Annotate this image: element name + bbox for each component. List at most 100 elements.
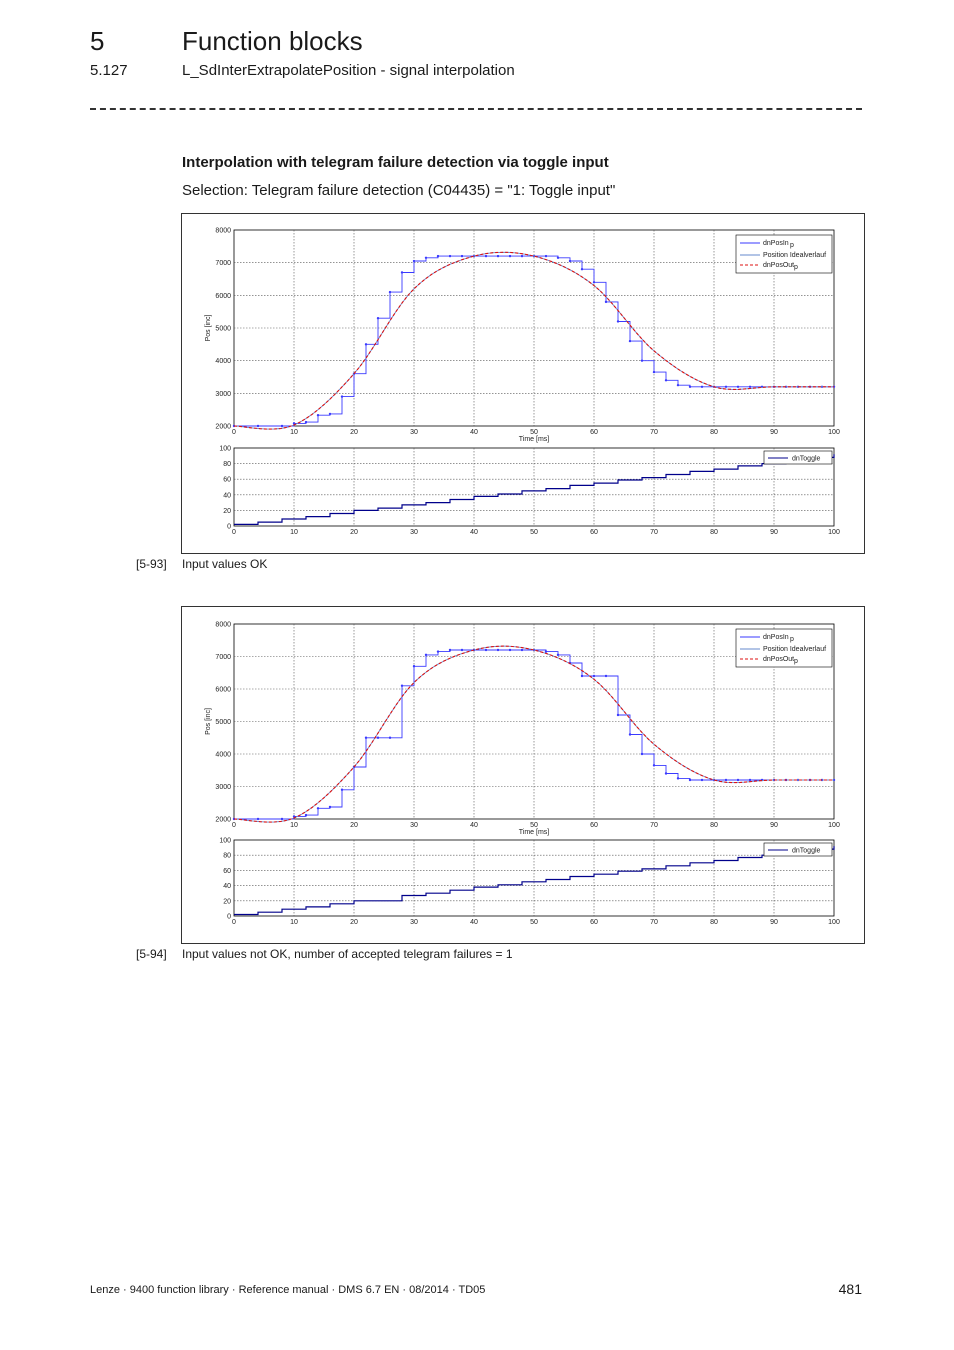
- x-tick-label: 80: [710, 919, 718, 926]
- posin-point: [340, 395, 344, 398]
- posin-point: [724, 385, 728, 388]
- posin-point: [256, 817, 260, 821]
- y-tick-label: 40: [223, 492, 231, 499]
- figure-5-94-chart: 0 10 20 30 40 50 60 70 80 90 100200030004000500060…: [205, 622, 840, 927]
- posin-point: [616, 713, 620, 717]
- posin-point: [604, 674, 608, 678]
- x-tick-label: 0: [232, 529, 236, 536]
- chart-panel-0: 0 10 20 30 40 50 60 70 80 90 100 2000 3000 4000 5000 60…: [205, 228, 840, 444]
- posin-point: [496, 648, 500, 652]
- posin-point: [640, 752, 644, 756]
- x-tick-label: 20: [350, 429, 358, 436]
- posin-point: [400, 271, 404, 274]
- legend-box: [763, 842, 833, 857]
- posin-point: [628, 339, 632, 343]
- legend-label-posin: dnPosIn: [763, 634, 789, 641]
- x-tick-label: 40: [470, 919, 478, 926]
- posin-point: [292, 422, 296, 425]
- series-posout: [233, 645, 834, 823]
- posin-point: [340, 788, 344, 791]
- posin-point: [592, 674, 596, 678]
- posin-point: [436, 254, 440, 258]
- y-tick-label: 6000: [215, 293, 231, 300]
- x-tick-label: 100: [828, 429, 840, 436]
- chart-panel-3: 0 10 20 30 40 50 60 70 80 90 100 0 20 40 60 80 100 dnTogg…: [219, 838, 840, 927]
- x-tick-label: 90: [770, 529, 778, 536]
- x-tick-label: 50: [530, 919, 538, 926]
- posin-point: [508, 648, 512, 652]
- posin-point: [424, 653, 428, 657]
- footer-text: Lenze · 9400 function library · Referenc…: [90, 1284, 486, 1296]
- posin-point: [448, 648, 452, 652]
- posin-point: [664, 772, 668, 775]
- chart-panel-2: 0 10 20 30 40 50 60 70 80 90 100 2000 3000 4000 5000 60…: [205, 622, 840, 837]
- y-tick-label: 8000: [215, 622, 231, 629]
- x-tick-label: 70: [650, 529, 658, 536]
- y-tick-label: 3000: [215, 391, 231, 398]
- posin-point: [364, 343, 368, 346]
- posin-point: [460, 648, 464, 652]
- posin-point: [376, 736, 380, 739]
- figure-5-94-number: [5-94]: [136, 947, 167, 961]
- x-tick-label: 90: [770, 919, 778, 926]
- x-tick-label: 10: [290, 919, 298, 926]
- x-tick-label: 10: [290, 529, 298, 536]
- chart-panel-1: 0 10 20 30 40 50 60 70 80 90 100 0 20 40 60 80 100 dnTogg…: [219, 446, 840, 537]
- x-tick-label: 30: [410, 822, 418, 829]
- posin-point: [700, 778, 704, 782]
- y-tick-label: 3000: [215, 784, 231, 791]
- figure-5-93-number: [5-93]: [136, 557, 167, 571]
- x-tick-label: 10: [290, 429, 298, 436]
- posin-point: [316, 414, 320, 417]
- y-tick-label: 7000: [215, 260, 231, 267]
- posin-point: [544, 254, 548, 258]
- posin-point: [484, 254, 488, 258]
- legend-label-posin: dnPosIn: [763, 240, 789, 247]
- posin-point: [556, 256, 560, 259]
- section-title: L_SdInterExtrapolatePosition - signal in…: [182, 62, 515, 79]
- posin-point: [280, 817, 284, 821]
- posin-point: [556, 653, 560, 657]
- y-tick-label: 5000: [215, 326, 231, 333]
- posin-point: [676, 383, 680, 387]
- x-tick-label: 50: [530, 822, 538, 829]
- posin-point: [736, 385, 740, 388]
- legend-subscript-posin: p: [790, 636, 794, 643]
- figure-5-94: 0 10 20 30 40 50 60 70 80 90 100 2000 3000 4000 5000 60…: [181, 606, 865, 944]
- posin-point: [748, 778, 752, 782]
- x-tick-label: 20: [350, 822, 358, 829]
- posin-point: [616, 320, 620, 323]
- posin-point: [652, 764, 656, 767]
- x-tick-label: 50: [530, 429, 538, 436]
- posin-point: [292, 815, 296, 818]
- x-tick-label: 20: [350, 919, 358, 926]
- y-tick-label: 8000: [215, 228, 231, 235]
- y-tick-label: 100: [219, 838, 231, 845]
- posin-point: [388, 736, 392, 739]
- posin-point: [520, 254, 524, 258]
- legend-label-ideal: Position Idealverlauf: [763, 252, 826, 259]
- posin-point: [628, 733, 632, 736]
- legend-box: [735, 234, 833, 274]
- figure-5-94-caption: Input values not OK, number of accepted …: [182, 947, 513, 961]
- posin-point: [592, 281, 596, 284]
- x-tick-label: 70: [650, 429, 658, 436]
- posin-point: [664, 379, 668, 382]
- y-axis-label: Pos [inc]: [205, 708, 212, 735]
- posin-point: [748, 385, 752, 388]
- y-tick-label: 20: [223, 898, 231, 905]
- y-tick-label: 0: [227, 914, 231, 921]
- y-tick-label: 4000: [215, 752, 231, 759]
- posin-point: [400, 684, 404, 687]
- x-tick-label: 40: [470, 429, 478, 436]
- x-tick-label: 60: [590, 919, 598, 926]
- series-toggle: [234, 454, 835, 525]
- y-tick-label: 60: [223, 868, 231, 875]
- posin-point: [544, 650, 548, 653]
- x-tick-label: 50: [530, 529, 538, 536]
- posin-point: [364, 736, 368, 739]
- posin-point: [604, 300, 608, 304]
- y-tick-label: 0: [227, 524, 231, 531]
- x-tick-label: 20: [350, 529, 358, 536]
- posin-point: [376, 317, 380, 320]
